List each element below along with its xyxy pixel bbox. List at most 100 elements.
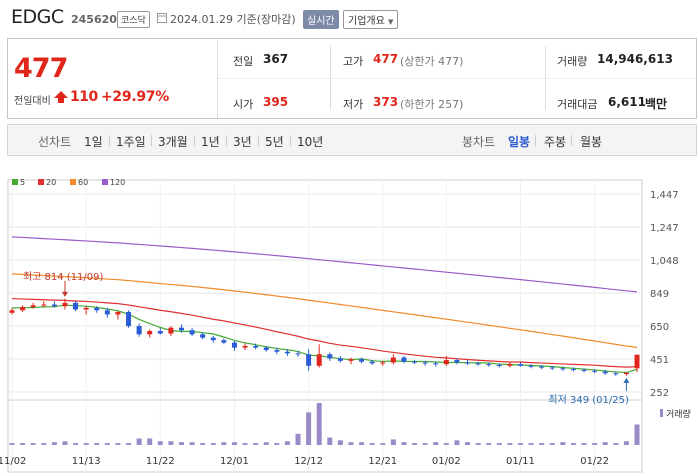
line-chart-label: 선차트 [38, 135, 72, 149]
prev-close-value: 367 [263, 52, 289, 66]
period-toolbar [7, 124, 697, 156]
high-annotation: 최고 814 (11/09) [23, 271, 104, 283]
candle-body [30, 305, 36, 308]
volume-bar [369, 443, 375, 445]
volume-bar [73, 443, 79, 445]
realtime-button[interactable]: 실시간 [303, 10, 339, 29]
stock-code: 245620 [71, 13, 117, 26]
volume-bar [507, 443, 513, 445]
candle-body [517, 364, 523, 366]
tab-monthly[interactable]: 월봉 [580, 135, 603, 149]
tab-1d[interactable]: 1일 [84, 135, 103, 149]
candle-body [104, 310, 110, 315]
y-tick-label: 1,048 [650, 256, 679, 267]
legend-label: 5 [20, 178, 25, 187]
volume-bar [592, 443, 598, 445]
volume-bar [189, 442, 195, 445]
legend-label: 60 [78, 178, 88, 187]
volume-bar [337, 440, 343, 445]
price-chart[interactable]: 1,447 1,247 1,048 849 650 451 252 11/02 11/13 11/… [0, 170, 698, 476]
volume-bar [104, 443, 110, 445]
candle-body [62, 302, 68, 307]
volume-bar [253, 443, 259, 445]
date-suffix: 기준(장마감) [236, 13, 296, 26]
legend-label: 120 [110, 178, 125, 187]
candle-body [443, 360, 449, 365]
tab-1w[interactable]: 1주일 [116, 135, 146, 149]
ma-line-20 [11, 297, 638, 368]
candle-body [51, 304, 57, 307]
candle-body [136, 326, 142, 335]
tab-weekly[interactable]: 주봉 [544, 135, 567, 149]
candle-body [623, 372, 629, 375]
volume-bar [51, 442, 57, 445]
volume-bar [486, 443, 492, 445]
candle-body [178, 327, 184, 331]
candle-body [263, 347, 269, 351]
candle-body [475, 363, 481, 365]
volume-bar [549, 443, 555, 445]
high-label: 고가 [343, 55, 364, 68]
candle-body [359, 359, 365, 362]
volume-bar [41, 443, 47, 445]
x-tick-label: 01/22 [580, 456, 609, 467]
x-tick-label: 12/21 [368, 456, 397, 467]
candle-body [327, 354, 333, 359]
tab-10y[interactable]: 10년 [297, 135, 324, 149]
low-label: 저가 [343, 98, 364, 111]
volume-bar [613, 443, 619, 445]
candle-body [412, 361, 418, 363]
volume-bar [465, 442, 471, 445]
volume-bar [178, 442, 184, 445]
tab-1y[interactable]: 1년 [201, 135, 220, 149]
x-tick-label: 12/01 [220, 456, 249, 467]
candle-body [592, 370, 598, 372]
candle-body [369, 361, 375, 364]
volume-bar [115, 443, 121, 445]
company-overview-label: 기업개요 [348, 16, 385, 27]
volume-bar [242, 443, 248, 445]
x-tick-label: 11/13 [72, 456, 101, 467]
candle-body [465, 362, 471, 364]
candle-body [433, 363, 439, 365]
candle-body [295, 353, 301, 355]
tab-3m[interactable]: 3개월 [158, 135, 188, 149]
price-change: 110 [70, 89, 98, 105]
volume-legend-swatch [660, 409, 663, 417]
volume-bar [539, 443, 545, 445]
candle-body [126, 311, 132, 327]
candle-body [570, 369, 576, 371]
amount-label: 거래대금 [557, 98, 598, 111]
volume-bar [221, 442, 227, 445]
candle-body [507, 364, 513, 366]
volume-bar [401, 442, 407, 445]
candle-body [306, 354, 312, 366]
candle-body [390, 357, 396, 363]
tab-separator [109, 135, 110, 146]
ma-line-60 [11, 273, 638, 348]
y-tick-label: 1,247 [650, 223, 679, 234]
candle-body [94, 307, 100, 311]
tab-separator [290, 135, 291, 146]
volume-bar [433, 442, 439, 445]
date-value: 2024.01.29 [170, 13, 233, 26]
tab-5y[interactable]: 5년 [265, 135, 284, 149]
volume-value: 14,946,613 [597, 52, 673, 66]
candle-body [602, 371, 608, 374]
tab-daily[interactable]: 일봉 [508, 135, 531, 149]
upper-limit: (상한가 477) [400, 55, 464, 68]
dropdown-arrow-icon: ▼ [388, 18, 394, 26]
volume-bar [327, 437, 333, 445]
volume-bar [295, 433, 301, 445]
volume-bar [147, 438, 153, 445]
candle-body [221, 340, 227, 343]
candle-body [200, 334, 206, 338]
amount-unit: 백만 [645, 97, 668, 111]
company-overview-dropdown[interactable]: 기업개요 ▼ [343, 10, 399, 29]
legend-label: 20 [46, 178, 56, 187]
volume-bar [422, 443, 428, 445]
tab-3y[interactable]: 3년 [233, 135, 252, 149]
tab-separator [151, 135, 152, 146]
volume-bar [390, 439, 396, 445]
volume-bar [263, 442, 269, 445]
